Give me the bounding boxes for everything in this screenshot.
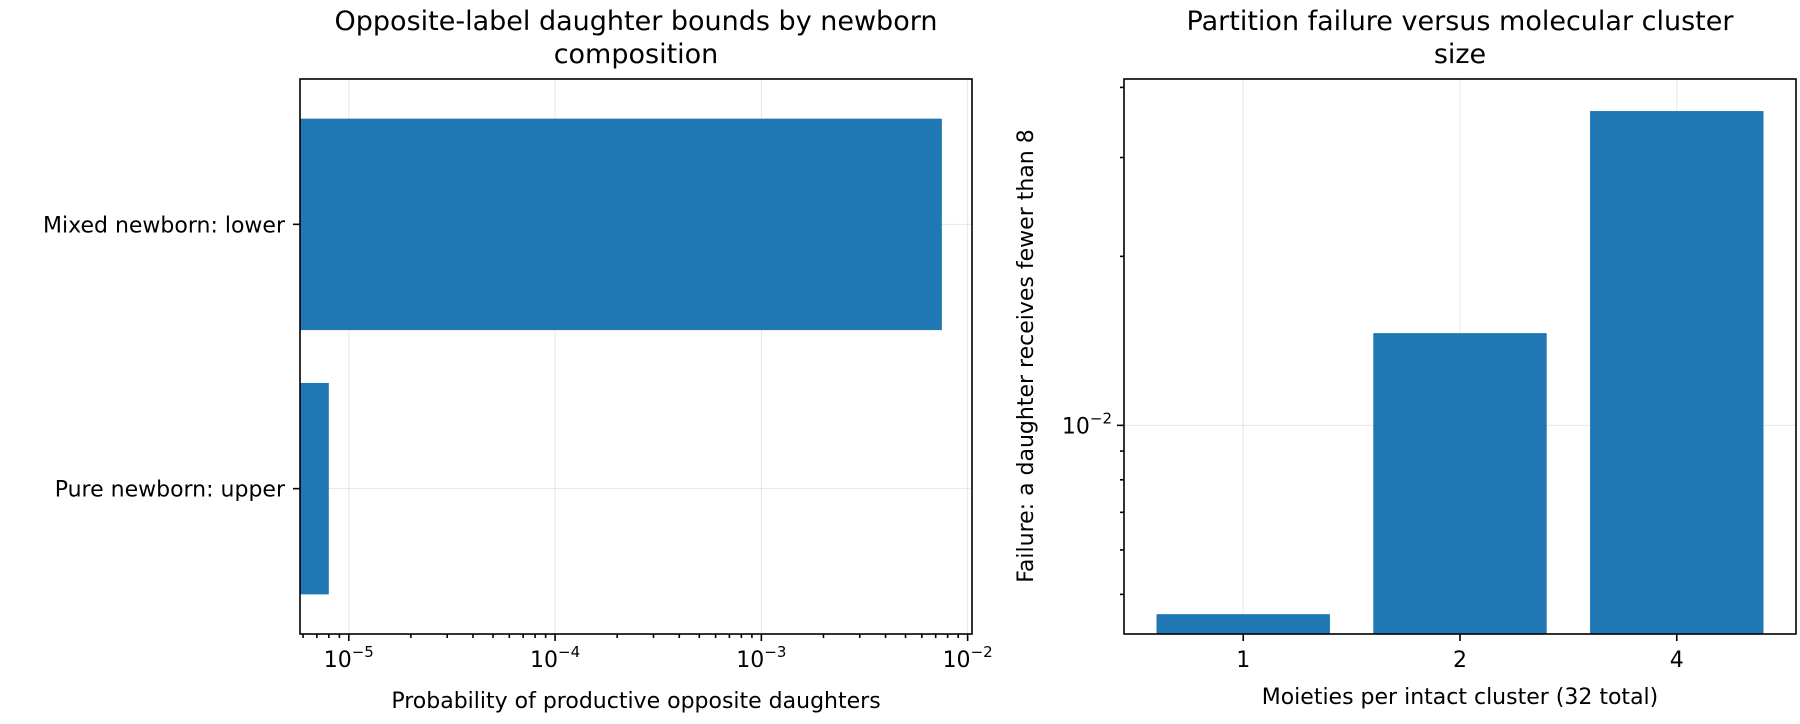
left-chart-title-line-1: Opposite-label daughter bounds by newbor…: [335, 6, 938, 37]
left-chart-x-axis: 10−5 10−4 10−3 10−2: [302, 634, 993, 673]
right-chart-x-axis: 1 2 4: [1236, 634, 1684, 673]
left-chart-bars: [300, 118, 942, 595]
left-y-tick-label: Pure newborn: upper: [55, 478, 286, 503]
right-chart-y-axis: 10−2: [1062, 86, 1124, 596]
left-x-tick-label: 10−3: [736, 643, 786, 673]
right-x-tick-label: 4: [1670, 648, 1684, 673]
left-x-tick-label: 10−5: [324, 643, 374, 673]
left-chart-panel: Opposite-label daughter bounds by newbor…: [43, 6, 993, 714]
right-chart-bars: [1156, 111, 1764, 634]
left-x-tick-label: 10−2: [943, 643, 993, 673]
right-chart-panel: Partition failure versus molecular clust…: [1014, 6, 1797, 710]
right-x-tick-label: 1: [1236, 648, 1250, 673]
left-bar: [300, 118, 942, 331]
left-chart-x-axis-label: Probability of productive opposite daugh…: [391, 689, 880, 714]
right-chart-y-axis-label: Failure: a daughter receives fewer than …: [1014, 129, 1039, 582]
right-y-tick-label: 10−2: [1062, 409, 1112, 439]
right-bar: [1156, 614, 1330, 634]
left-bar: [300, 382, 329, 595]
left-chart-y-axis: Mixed newborn: lower Pure newborn: upper: [43, 213, 300, 503]
left-chart-plot-frame: [299, 78, 973, 635]
left-x-tick-label: 10−4: [530, 643, 580, 673]
right-chart-x-axis-label: Moieties per intact cluster (32 total): [1262, 685, 1659, 710]
left-y-tick-label: Mixed newborn: lower: [43, 213, 286, 238]
left-chart-title-line-2: composition: [554, 39, 719, 70]
right-chart-title-line-1: Partition failure versus molecular clust…: [1187, 6, 1735, 37]
right-bar: [1590, 111, 1764, 634]
right-chart-title-line-2: size: [1434, 39, 1486, 70]
right-x-tick-label: 2: [1453, 648, 1467, 673]
right-bar: [1373, 333, 1547, 634]
